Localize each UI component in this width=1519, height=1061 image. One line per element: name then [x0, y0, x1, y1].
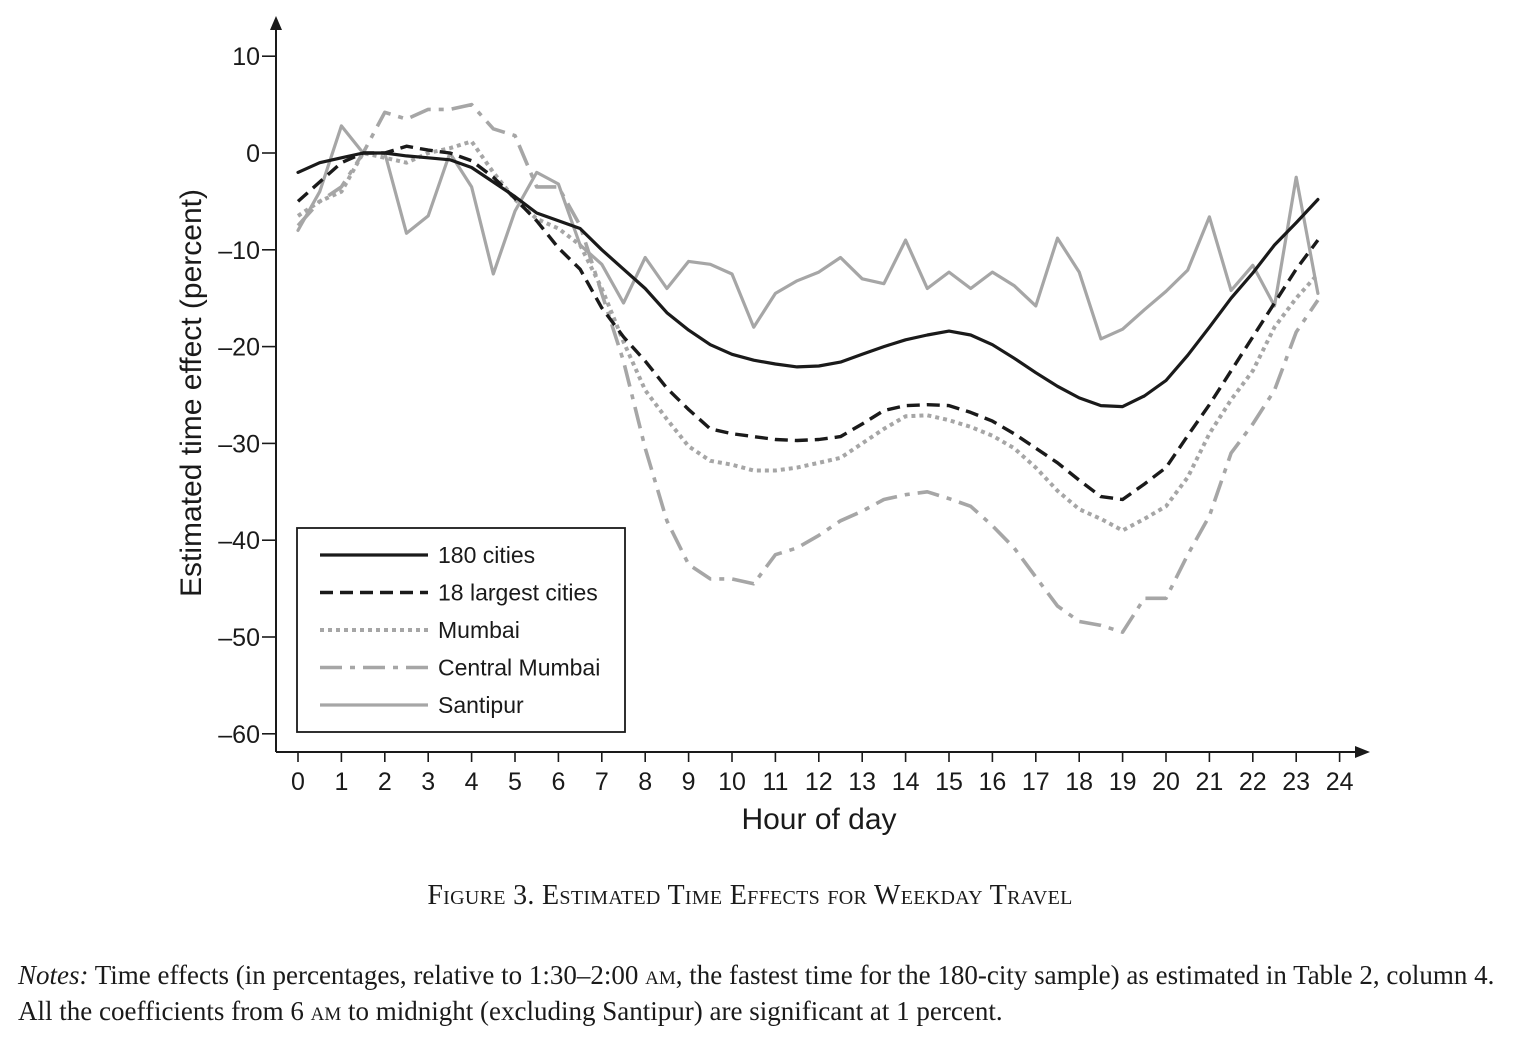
- line-chart: 100–10–20–30–40–50–600 1 2 3 4 5 6 7 8 9 10 11 12 13 1…: [175, 16, 1370, 836]
- x-tick-label: 16: [978, 768, 1006, 796]
- x-tick-label: 14: [892, 768, 920, 796]
- y-tick-label: –30: [218, 430, 260, 458]
- y-tick-label: –10: [218, 237, 260, 265]
- notes-text-2: , the fastest time for the 180-city samp…: [18, 960, 1495, 1026]
- x-tick-label: 17: [1022, 768, 1050, 796]
- x-tick-label: 21: [1195, 768, 1223, 796]
- legend-label: 180 cities: [438, 542, 535, 568]
- legend-label: 18 largest cities: [438, 580, 598, 606]
- x-tick-label: 5: [508, 768, 522, 796]
- y-tick-label: –40: [218, 527, 260, 555]
- x-tick-label: 0: [291, 768, 305, 796]
- series-line-santipur: [296, 124, 1320, 341]
- y-tick-label: –20: [218, 334, 260, 362]
- x-tick-label: 10: [718, 768, 746, 796]
- y-axis-label: Estimated time effect (percent): [175, 189, 208, 597]
- y-tick-label: 10: [232, 43, 260, 71]
- y-tick-label: –60: [218, 721, 260, 749]
- legend-label: Mumbai: [438, 617, 520, 643]
- notes-text-1: Time effects (in percentages, relative t…: [88, 960, 646, 990]
- x-axis-arrow: [1355, 746, 1370, 758]
- x-tick-label: 22: [1239, 768, 1267, 796]
- x-tick-label: 2: [378, 768, 392, 796]
- x-tick-label: 1: [334, 768, 348, 796]
- x-tick-label: 7: [595, 768, 609, 796]
- series-line-180-cities: [296, 151, 1320, 409]
- legend-box: [296, 527, 626, 733]
- x-tick-label: 20: [1152, 768, 1180, 796]
- figure-notes: Notes: Time effects (in percentages, rel…: [18, 957, 1498, 1029]
- x-tick-label: 8: [638, 768, 652, 796]
- y-axis-arrow: [270, 16, 282, 30]
- x-tick-label: 4: [465, 768, 479, 796]
- y-tick-label: 0: [246, 140, 260, 168]
- x-tick-label: 19: [1109, 768, 1137, 796]
- notes-text-3: to midnight (excluding Santipur) are sig…: [341, 996, 1003, 1026]
- x-tick-label: 12: [805, 768, 833, 796]
- x-tick-label: 13: [848, 768, 876, 796]
- x-tick-label: 3: [421, 768, 435, 796]
- x-tick-label: 9: [682, 768, 696, 796]
- figure-caption: Figure 3. Estimated Time Effects for Wee…: [427, 880, 1073, 911]
- x-tick-label: 24: [1326, 768, 1354, 796]
- legend-label: Central Mumbai: [438, 655, 600, 681]
- x-tick-label: 6: [551, 768, 565, 796]
- series-line-mumbai: [296, 139, 1320, 533]
- notes-am-1: am: [645, 960, 676, 990]
- x-axis-label: Hour of day: [741, 803, 896, 836]
- notes-am-2: am: [310, 996, 342, 1026]
- series-line-18-largest-cities: [296, 144, 1320, 502]
- x-tick-label: 11: [762, 768, 788, 796]
- series-line-central-mumbai: [296, 102, 1320, 635]
- x-tick-label: 15: [935, 768, 963, 796]
- x-tick-label: 18: [1065, 768, 1093, 796]
- x-tick-label: 23: [1282, 768, 1310, 796]
- legend-label: Santipur: [438, 692, 524, 718]
- y-tick-label: –50: [218, 624, 260, 652]
- notes-label: Notes:: [18, 960, 89, 990]
